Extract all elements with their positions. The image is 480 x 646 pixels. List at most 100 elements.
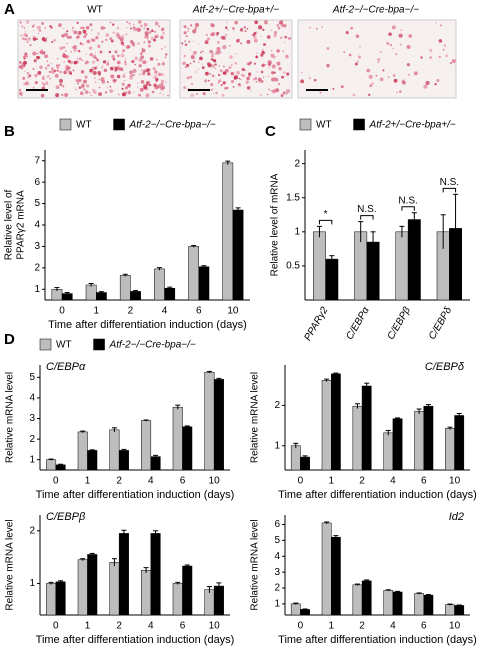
stain-spot: [98, 86, 101, 89]
stain-spot: [160, 87, 164, 91]
stain-spot: [129, 70, 133, 75]
stain-spot: [190, 93, 194, 98]
stain-spot: [113, 81, 115, 84]
x-tick-label: 0: [53, 476, 59, 487]
stain-spot: [220, 84, 223, 87]
stain-spot: [63, 61, 66, 63]
stain-spot: [114, 68, 118, 72]
stain-spot: [195, 93, 198, 96]
stain-spot: [350, 26, 354, 30]
x-tick-label: 4: [162, 306, 168, 317]
bar: [150, 456, 161, 471]
legend-swatch: [39, 338, 52, 351]
x-tick-label: 1: [85, 621, 91, 632]
stain-spot: [44, 54, 49, 59]
stain-spot: [160, 79, 165, 83]
stain-spot: [136, 86, 139, 88]
x-tick-label: 4: [148, 621, 154, 632]
stain-spot: [154, 70, 158, 74]
stain-spot: [32, 51, 37, 56]
stain-spot: [51, 69, 56, 74]
y-tick-label: 4: [274, 551, 280, 562]
stain-spot: [354, 62, 358, 66]
stain-spot: [268, 88, 270, 91]
y-tick-label: 3: [274, 567, 280, 578]
stain-spot: [225, 86, 229, 90]
stain-spot: [44, 26, 47, 29]
stain-spot: [100, 26, 105, 30]
bar: [119, 275, 131, 301]
bar: [325, 258, 339, 301]
stain-spot: [263, 20, 268, 25]
chart-title: C/EBPα: [46, 361, 86, 373]
stain-spot: [398, 33, 403, 38]
stain-spot: [76, 57, 78, 60]
stain-spot: [164, 81, 167, 83]
stain-spot: [227, 29, 229, 31]
stain-spot: [276, 61, 281, 66]
stain-spot: [186, 76, 190, 80]
stain-spot: [23, 57, 26, 60]
stain-spot: [146, 27, 150, 31]
stain-spot: [155, 34, 160, 39]
stain-spot: [262, 28, 265, 31]
stain-spot: [156, 58, 158, 61]
stain-spot: [183, 54, 187, 58]
stain-spot: [125, 58, 127, 60]
stain-spot: [240, 78, 242, 80]
stain-spot: [238, 83, 241, 86]
x-tick-label: C/EBPδ: [427, 305, 455, 342]
stain-spot: [155, 77, 159, 82]
x-tick-label: C/EBPα: [344, 305, 372, 342]
stain-spot: [102, 60, 107, 64]
stain-spot: [164, 46, 167, 48]
stain-spot: [94, 81, 97, 84]
stain-spot: [126, 26, 128, 29]
stain-spot: [19, 61, 22, 64]
stain-spot: [51, 41, 54, 43]
stain-spot: [161, 62, 165, 66]
y-tick-label: 2: [274, 400, 280, 411]
stain-spot: [267, 75, 270, 78]
stain-spot: [224, 68, 229, 73]
stain-spot: [199, 56, 203, 61]
stain-spot: [63, 70, 67, 75]
bar: [172, 583, 183, 616]
x-tick-label: 0: [298, 476, 304, 487]
stain-spot: [41, 81, 44, 84]
stain-spot: [89, 23, 93, 27]
stain-spot: [377, 58, 381, 62]
stain-spot: [162, 32, 166, 35]
bar: [182, 426, 193, 471]
stain-spot: [116, 60, 121, 65]
bar: [150, 533, 161, 616]
y-tick-label: 3: [29, 413, 35, 424]
stain-spot: [268, 67, 270, 69]
stain-spot: [124, 62, 128, 66]
stain-spot: [266, 35, 271, 39]
y-tick-label: 4: [34, 220, 40, 231]
stain-spot: [377, 61, 380, 63]
stain-spot: [137, 28, 141, 32]
stain-spot: [26, 40, 29, 44]
bar: [290, 445, 301, 471]
legend-label: Atf-2−/−Cre-bpa−/−: [129, 120, 216, 131]
stain-spot: [281, 75, 284, 79]
bar: [321, 522, 332, 616]
bar: [300, 456, 310, 471]
stain-spot: [379, 77, 384, 82]
stain-spot: [391, 25, 396, 30]
stain-spot: [209, 49, 213, 54]
stain-spot: [218, 50, 222, 54]
stain-spot: [19, 91, 23, 96]
stain-spot: [423, 84, 428, 89]
y-tick-label: 6: [34, 177, 40, 188]
stain-spot: [275, 88, 280, 93]
stain-spot: [438, 39, 443, 43]
stain-spot: [33, 37, 37, 41]
stain-spot: [78, 57, 82, 61]
stain-spot: [159, 93, 161, 95]
stain-spot: [401, 79, 405, 83]
stain-spot: [95, 57, 98, 60]
stain-spot: [144, 87, 146, 89]
